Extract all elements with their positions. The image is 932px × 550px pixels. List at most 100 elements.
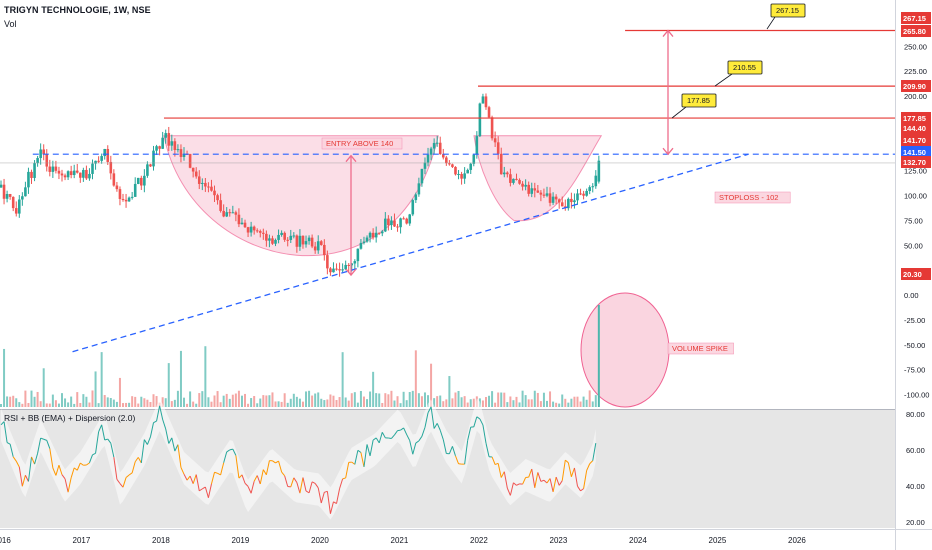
rsi-segment	[293, 477, 298, 483]
rsi-segment	[326, 491, 331, 514]
candle-body	[27, 171, 30, 188]
rsi-segment	[464, 440, 469, 465]
volume-bar	[393, 400, 396, 407]
volume-label[interactable]: Vol	[4, 19, 17, 29]
volume-bar	[521, 390, 524, 407]
rsi-axis-tick: 60.00	[906, 446, 925, 455]
rsi-segment	[403, 427, 408, 435]
price-tag-bg	[901, 112, 931, 124]
volume-bar	[558, 403, 561, 407]
rsi-segment	[503, 471, 508, 489]
rsi-segment	[34, 453, 39, 465]
volume-bar	[353, 392, 356, 407]
price-tag[interactable]: 267.15	[903, 14, 926, 23]
volume-bar	[42, 368, 45, 407]
volume-bar	[366, 399, 369, 407]
rsi-segment	[442, 439, 447, 454]
rsi-segment	[192, 474, 197, 484]
entry-annotation[interactable]: ENTRY ABOVE 140	[326, 139, 393, 148]
volume-bar	[372, 371, 375, 407]
candle-body	[72, 170, 76, 176]
volume-bar	[411, 390, 414, 407]
volume-bar	[155, 396, 158, 407]
candle-body	[268, 238, 271, 241]
volume-bar	[481, 400, 484, 407]
volume-bar	[204, 346, 207, 407]
rsi-segment	[146, 436, 151, 445]
candle-body	[115, 185, 119, 190]
volume-bar	[0, 403, 2, 407]
price-tag[interactable]: 141.70	[903, 136, 926, 145]
support-trendline[interactable]	[72, 153, 749, 353]
candle-body	[45, 154, 49, 167]
rsi-segment	[439, 430, 444, 440]
rsi-indicator-label[interactable]: RSI + BB (EMA) + Dispersion (2.0)	[4, 413, 135, 423]
price-tag[interactable]: 177.85	[903, 114, 926, 123]
volume-bar	[183, 397, 186, 407]
candle-body	[316, 241, 320, 251]
rsi-segment	[415, 440, 420, 444]
candle-body	[356, 248, 360, 262]
rsi-segment	[375, 437, 380, 444]
rsi-segment	[467, 426, 472, 441]
candle-body	[539, 192, 543, 195]
rsi-segment	[430, 406, 435, 429]
undefined[interactable]: 267.15	[776, 6, 799, 15]
price-tag[interactable]: 265.80	[903, 27, 926, 36]
volume-bar	[137, 403, 140, 407]
rsi-segment	[58, 464, 63, 475]
volume-bar	[582, 396, 585, 407]
volume-bar	[271, 392, 274, 407]
time-axis-tick: 2022	[470, 536, 488, 545]
candle-body	[527, 184, 530, 194]
cup-shapes	[163, 135, 670, 408]
rsi-segment	[27, 456, 32, 482]
rsi-segment	[214, 471, 218, 474]
candle-body	[194, 171, 198, 177]
volume-bar	[390, 390, 393, 407]
price-tag[interactable]: 209.90	[903, 82, 926, 91]
volume-spike-annotation[interactable]: VOLUME SPIKE	[672, 344, 728, 353]
price-tag[interactable]: 132.70	[903, 158, 926, 167]
symbol-title[interactable]: TRIGYN TECHNOLOGIE, 1W, NSE	[4, 5, 151, 15]
undefined[interactable]: 177.85	[687, 96, 710, 105]
candle-body	[496, 142, 500, 154]
rsi-segment	[168, 437, 173, 444]
volume-bar	[536, 392, 539, 407]
price-tag[interactable]: 20.30	[903, 270, 922, 279]
stoploss-annotation[interactable]: STOPLOSS - 102	[719, 193, 778, 202]
drawing-overlays[interactable]: ENTRY ABOVE 140 STOPLOSS - 102 VOLUME SPIK…	[0, 3, 895, 355]
rsi-segment	[494, 462, 499, 466]
rsi-segment	[40, 437, 44, 440]
rsi-segment	[320, 492, 325, 504]
candle-body	[463, 173, 466, 179]
rsi-segment	[497, 463, 502, 478]
price-tag[interactable]: 141.50	[903, 148, 926, 157]
candle-body	[39, 149, 42, 159]
rsi-segment	[552, 476, 557, 492]
rsi-segment	[137, 457, 142, 464]
volume-bar	[164, 398, 167, 407]
candle-body	[271, 238, 274, 244]
candle-body	[536, 190, 540, 193]
candle-body	[146, 164, 149, 176]
rsi-segment	[580, 488, 584, 492]
price-tag[interactable]: 144.40	[903, 124, 926, 133]
volume-bar	[213, 395, 216, 407]
rsi-segment	[427, 406, 432, 413]
candle-body	[103, 148, 107, 157]
volume-bar	[362, 396, 365, 407]
volume-bar	[515, 396, 518, 407]
candle-body	[228, 212, 232, 214]
rsi-segment	[421, 427, 426, 437]
volume-bar	[189, 391, 192, 407]
candle-body	[188, 153, 192, 168]
volume-bar	[381, 402, 384, 407]
volume-bar	[115, 401, 118, 407]
undefined[interactable]: 210.55	[733, 63, 756, 72]
volume-bar	[51, 394, 54, 407]
candle-body	[399, 218, 402, 228]
volume-bar	[247, 403, 250, 407]
rsi-segment	[482, 424, 487, 444]
